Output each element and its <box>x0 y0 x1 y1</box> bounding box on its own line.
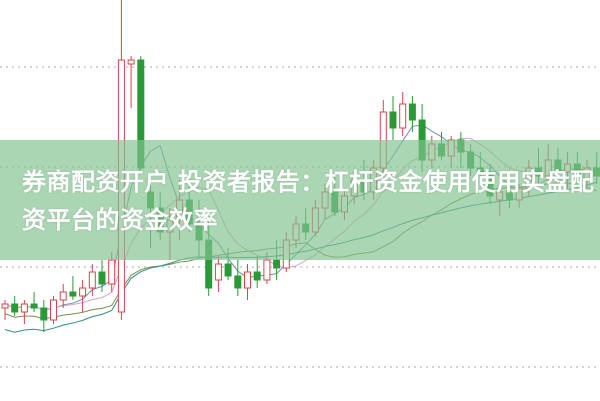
candle-up <box>108 259 116 285</box>
candle-up <box>79 287 87 297</box>
candle-down <box>11 303 19 313</box>
candle-up <box>244 271 251 289</box>
article-title: 券商配资开户 投资者报告：杠杆资金使用使用实盘配资平台的资金效率 <box>22 168 595 234</box>
candle-down <box>69 291 77 297</box>
title-banner <box>0 140 600 260</box>
candle-up <box>59 291 67 301</box>
candle-up <box>127 59 135 65</box>
candle-up <box>399 103 407 129</box>
candle-down <box>40 307 48 321</box>
candle-down <box>98 271 106 285</box>
candle-down <box>224 263 232 277</box>
candle-down <box>30 303 38 309</box>
candle-down <box>389 111 397 129</box>
candle-up <box>50 299 57 321</box>
candle-up <box>1 303 9 309</box>
candle-down <box>253 271 261 281</box>
candle-up <box>20 303 28 313</box>
candle-down <box>273 259 281 269</box>
candle-up <box>263 259 271 281</box>
candle-up <box>88 271 96 289</box>
candle-down <box>234 275 242 289</box>
candle-down <box>408 103 416 121</box>
candle-up <box>214 263 222 281</box>
